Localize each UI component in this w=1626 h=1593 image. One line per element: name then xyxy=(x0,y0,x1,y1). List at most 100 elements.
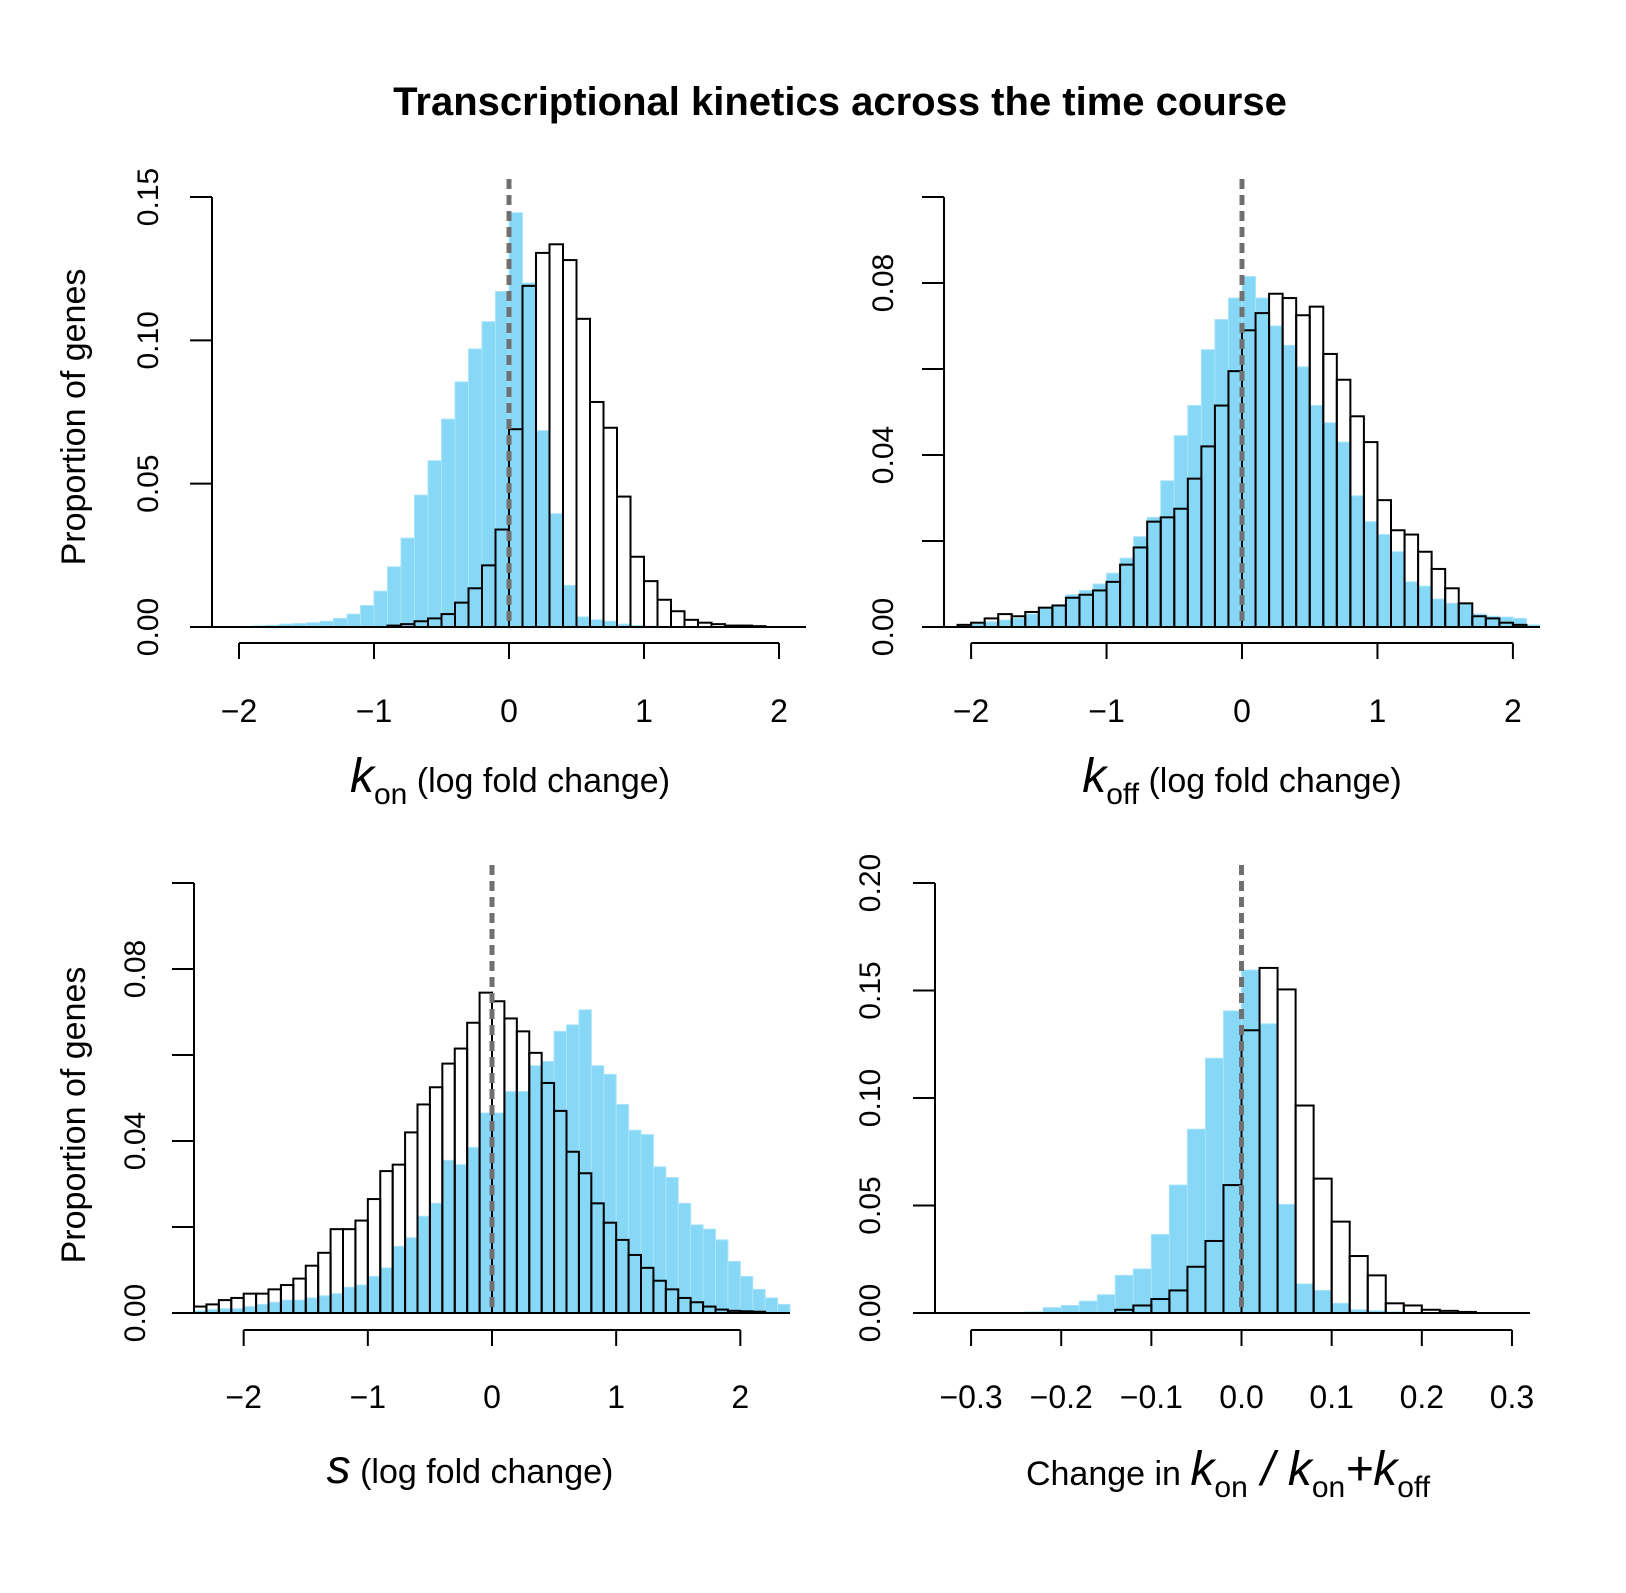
y-tick-label: 0.15 xyxy=(854,961,887,1019)
filled-bar xyxy=(387,566,402,628)
filled-bar xyxy=(752,1288,766,1314)
y-tick-label: 0.00 xyxy=(867,598,900,656)
filled-bar xyxy=(665,1177,679,1314)
y-axis-title: Proportion of genes xyxy=(55,967,93,1264)
filled-bar xyxy=(1444,602,1460,628)
x-axis-symbol: k xyxy=(1288,1443,1315,1496)
filled-bar xyxy=(1336,441,1351,628)
filled-bar xyxy=(1376,534,1392,628)
y-tick-label: 0.04 xyxy=(119,1112,152,1170)
filled-bar xyxy=(333,617,348,628)
filled-bar xyxy=(522,282,537,628)
x-tick-label: −0.2 xyxy=(1030,1379,1093,1415)
y-tick-label: 0.08 xyxy=(867,254,900,312)
filled-bar xyxy=(727,1260,741,1314)
filled-bar xyxy=(1268,325,1284,628)
filled-bar xyxy=(354,1284,369,1314)
filled-bar xyxy=(1259,1023,1279,1314)
panel-kon: −2 −1 0 1 2 0.00 0.05 0.10 0.15 Proportion of gen… xyxy=(55,168,806,811)
x-axis-subscript: on xyxy=(1214,1471,1247,1504)
outline-bar xyxy=(683,618,699,628)
filled-bar xyxy=(1038,607,1053,628)
x-tick-label: 0.3 xyxy=(1490,1379,1534,1415)
x-axis-title-text: (log fold change) xyxy=(351,1453,614,1491)
panel-koff: −2 −1 0 1 2 0.00 0.04 0.08 koff (log fold change… xyxy=(867,179,1541,811)
x-axis: −0.3 −0.2 −0.1 0.0 0.1 0.2 0.3 xyxy=(939,1329,1534,1415)
figure-title: Transcriptional kinetics across the time… xyxy=(393,80,1287,124)
y-tick-label: 0.05 xyxy=(132,454,165,512)
x-tick-label: 1 xyxy=(607,1379,625,1415)
filled-bar xyxy=(1187,405,1202,628)
x-tick-label: −1 xyxy=(356,693,392,729)
filled-bar xyxy=(578,1009,592,1314)
filled-bar xyxy=(764,1297,779,1314)
x-tick-label: −1 xyxy=(350,1379,386,1415)
x-tick-label: −1 xyxy=(1088,693,1124,729)
filled-bar xyxy=(414,494,429,628)
outline-bar xyxy=(1402,1304,1423,1314)
y-tick-label: 0.04 xyxy=(867,426,900,484)
filled-bar xyxy=(628,1129,642,1314)
y-tick-label: 0.00 xyxy=(119,1284,152,1342)
x-tick-label: 2 xyxy=(1504,693,1522,729)
x-axis: −2 −1 0 1 2 xyxy=(221,642,788,729)
filled-bar xyxy=(441,418,456,628)
filled-bar xyxy=(379,1267,394,1314)
outline-bar xyxy=(670,610,686,629)
filled-histogram xyxy=(957,276,1541,628)
x-tick-label: −2 xyxy=(953,693,989,729)
filled-bar xyxy=(690,1224,704,1314)
filled-bar xyxy=(1146,516,1162,628)
filled-bar xyxy=(1173,435,1189,628)
filled-bar xyxy=(516,1091,530,1314)
outline-bar xyxy=(602,426,618,628)
filled-bar xyxy=(739,1275,754,1314)
filled-bar xyxy=(342,1286,356,1314)
filled-bar xyxy=(652,1166,667,1314)
filled-bar xyxy=(1295,366,1311,628)
filled-bar xyxy=(1150,1234,1170,1314)
filled-bar xyxy=(566,1024,580,1314)
filled-bar xyxy=(1349,495,1365,628)
filled-bar xyxy=(346,613,361,628)
filled-bar xyxy=(1241,969,1261,1314)
x-axis-title: koff (log fold change) xyxy=(1082,750,1402,811)
filled-bar xyxy=(417,1215,431,1314)
filled-bar xyxy=(553,1030,567,1314)
filled-bar xyxy=(1214,319,1229,628)
x-tick-label: 0 xyxy=(500,693,518,729)
filled-bar xyxy=(615,1103,630,1314)
x-axis-title-text: (log fold change) xyxy=(1139,762,1402,800)
filled-bar xyxy=(576,616,591,628)
x-axis-title: kon (log fold change) xyxy=(350,750,670,811)
x-tick-label: 2 xyxy=(731,1379,749,1415)
filled-bar xyxy=(1060,1304,1080,1314)
outline-bar xyxy=(589,400,605,629)
x-axis: −2 −1 0 1 2 xyxy=(953,642,1522,729)
y-axis: 0.00 0.04 0.08 xyxy=(867,196,945,656)
filled-bar xyxy=(268,1301,282,1314)
x-tick-label: 0.2 xyxy=(1400,1379,1444,1415)
filled-bar xyxy=(1222,1010,1243,1314)
x-axis-plus: + xyxy=(1345,1443,1373,1496)
y-tick-label: 0.20 xyxy=(854,854,887,912)
x-tick-label: −2 xyxy=(221,693,257,729)
filled-bar xyxy=(1313,1289,1333,1314)
y-axis-title: Proportion of genes xyxy=(55,269,93,566)
y-tick-label: 0.00 xyxy=(132,598,165,656)
x-axis-symbol: k xyxy=(1190,1443,1217,1496)
filled-bar xyxy=(1309,405,1324,628)
y-tick-label: 0.10 xyxy=(132,311,165,369)
x-tick-label: 1 xyxy=(635,693,653,729)
x-axis-title: s (log fold change) xyxy=(327,1441,614,1494)
x-tick-label: −0.1 xyxy=(1120,1379,1183,1415)
y-tick-label: 0.08 xyxy=(119,940,152,998)
x-axis-subscript: on xyxy=(374,778,407,811)
filled-bar xyxy=(466,1146,481,1314)
filled-bar xyxy=(1322,422,1338,628)
filled-bar xyxy=(481,321,496,628)
filled-bar xyxy=(280,1299,294,1314)
x-axis-symbol: s xyxy=(327,1441,351,1494)
filled-bar xyxy=(1096,1294,1116,1314)
filled-bar xyxy=(330,1293,344,1314)
